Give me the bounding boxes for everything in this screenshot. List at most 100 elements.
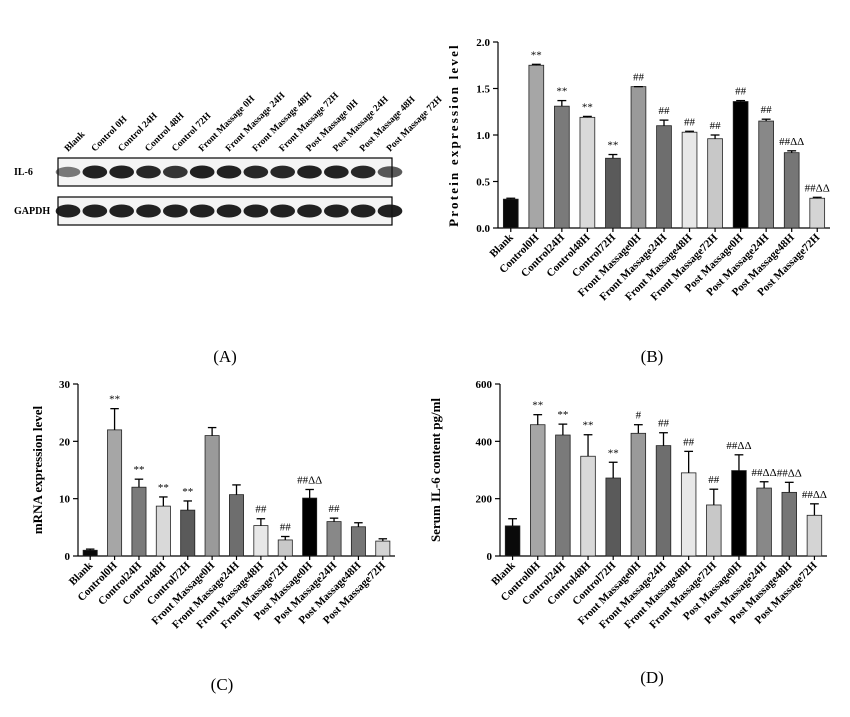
significance-control72h: ** (607, 140, 618, 152)
blot-band-il-6-6 (189, 165, 215, 179)
significance-control24h: ** (557, 409, 568, 421)
bar-post-massage48h (350, 526, 366, 557)
bar-blank (502, 198, 519, 229)
bar-front-massage0h (630, 86, 647, 229)
blot-band-gapdh-2 (82, 204, 108, 218)
bar-post-massage24h (326, 521, 342, 557)
significance-post-massage48h: ##ΔΔ (779, 136, 804, 148)
significance-front-massage24h: ## (659, 105, 671, 117)
y-tick-label: 30 (59, 379, 71, 391)
bar-blank (82, 549, 98, 557)
bar-control24h (554, 105, 570, 229)
significance-front-massage72h: ## (708, 474, 720, 486)
significance-control0h: ** (532, 400, 543, 412)
y-tick-label: 1.5 (476, 84, 490, 96)
significance-front-massage0h: ## (633, 72, 645, 84)
blot-band-gapdh-1 (55, 204, 81, 218)
blot-band-gapdh-6 (189, 204, 215, 218)
bar-control0h (530, 424, 546, 557)
y-tick-label: 0.0 (476, 223, 490, 235)
bar-front-massage72h (277, 539, 293, 557)
bar-front-massage0h (204, 435, 220, 557)
bar-control72h (605, 477, 621, 557)
significance-post-massage24h: ## (329, 503, 341, 515)
bar-post-massage24h (758, 120, 774, 229)
bar-front-massage24h (229, 494, 244, 557)
blot-band-il-6-9 (270, 165, 296, 179)
bar-control24h (131, 486, 147, 557)
blot-band-il-6-8 (243, 165, 269, 179)
panel-label-c: (C) (211, 675, 234, 694)
bar-post-massage24h (756, 487, 772, 557)
blot-band-gapdh-11 (323, 204, 349, 218)
significance-post-massage72h: ##ΔΔ (802, 489, 827, 501)
bar-front-massage48h (680, 472, 697, 557)
significance-control48h: ** (582, 101, 593, 113)
y-axis-label: Serum IL-6 content pg/ml (428, 398, 443, 542)
bar-post-massage48h (781, 491, 797, 557)
blot-band-gapdh-9 (270, 204, 296, 218)
blot-bands (55, 165, 403, 218)
bar-front-massage48h (681, 131, 698, 229)
significance-front-massage24h: ## (658, 418, 670, 430)
blot-band-il-6-10 (297, 165, 322, 179)
bar-control0h (528, 64, 545, 229)
bar-front-massage48h (253, 525, 269, 557)
significance-post-massage24h: ##ΔΔ (752, 467, 777, 479)
significance-front-massage0h: # (636, 410, 642, 422)
blot-band-gapdh-5 (162, 204, 188, 218)
bar-control48h (579, 116, 596, 229)
y-tick-label: 1.0 (476, 130, 490, 142)
significance-post-massage24h: ## (761, 104, 773, 116)
blot-band-il-6-7 (216, 165, 242, 179)
bar-control48h (580, 455, 596, 557)
y-tick-label: 0 (487, 551, 493, 563)
blot-band-il-6-12 (350, 165, 376, 179)
blot-band-gapdh-12 (350, 204, 376, 218)
blot-band-gapdh-4 (136, 204, 161, 218)
blot-band-il-6-5 (162, 165, 188, 179)
bar-post-massage48h (783, 152, 800, 229)
bar-control24h (555, 434, 571, 557)
bar-post-massage72h (375, 540, 391, 557)
blot-band-il-6-11 (323, 165, 349, 179)
y-tick-label: 600 (476, 379, 493, 391)
bar-post-massage0h (731, 470, 747, 557)
significance-post-massage48h: ##ΔΔ (777, 467, 802, 479)
significance-control24h: ** (133, 464, 144, 476)
y-tick-label: 2.0 (476, 37, 490, 49)
bar-front-massage72h (707, 138, 723, 229)
bar-control72h (180, 509, 196, 557)
panel-label-b: (B) (641, 347, 664, 366)
blot-band-il-6-3 (109, 165, 135, 179)
blot-row-label-il6: IL-6 (14, 167, 33, 178)
significance-control72h: ** (608, 447, 619, 459)
significance-post-massage0h: ## (735, 86, 747, 98)
bar-front-massage24h (656, 125, 672, 229)
y-tick-label: 20 (59, 436, 71, 448)
significance-post-massage0h: ##ΔΔ (726, 440, 751, 452)
blot-band-gapdh-3 (109, 204, 135, 218)
significance-front-massage48h: ## (255, 504, 267, 516)
significance-front-massage48h: ## (684, 116, 696, 128)
bar-control48h (155, 505, 171, 557)
blot-band-gapdh-10 (297, 204, 322, 218)
significance-front-massage72h: ## (280, 522, 292, 534)
significance-control24h: ** (556, 86, 567, 98)
significance-control0h: ** (531, 49, 542, 61)
y-tick-label: 400 (476, 436, 493, 448)
blot-band-gapdh-7 (216, 204, 242, 218)
blot-band-il-6-2 (82, 165, 108, 179)
y-axis-label: Protein expression level (446, 43, 461, 227)
y-tick-label: 200 (476, 494, 493, 506)
bar-blank (504, 525, 521, 557)
y-tick-label: 0.5 (476, 177, 490, 189)
significance-control0h: ** (109, 394, 120, 406)
blot-lane-label-blank: Blank (63, 129, 88, 154)
